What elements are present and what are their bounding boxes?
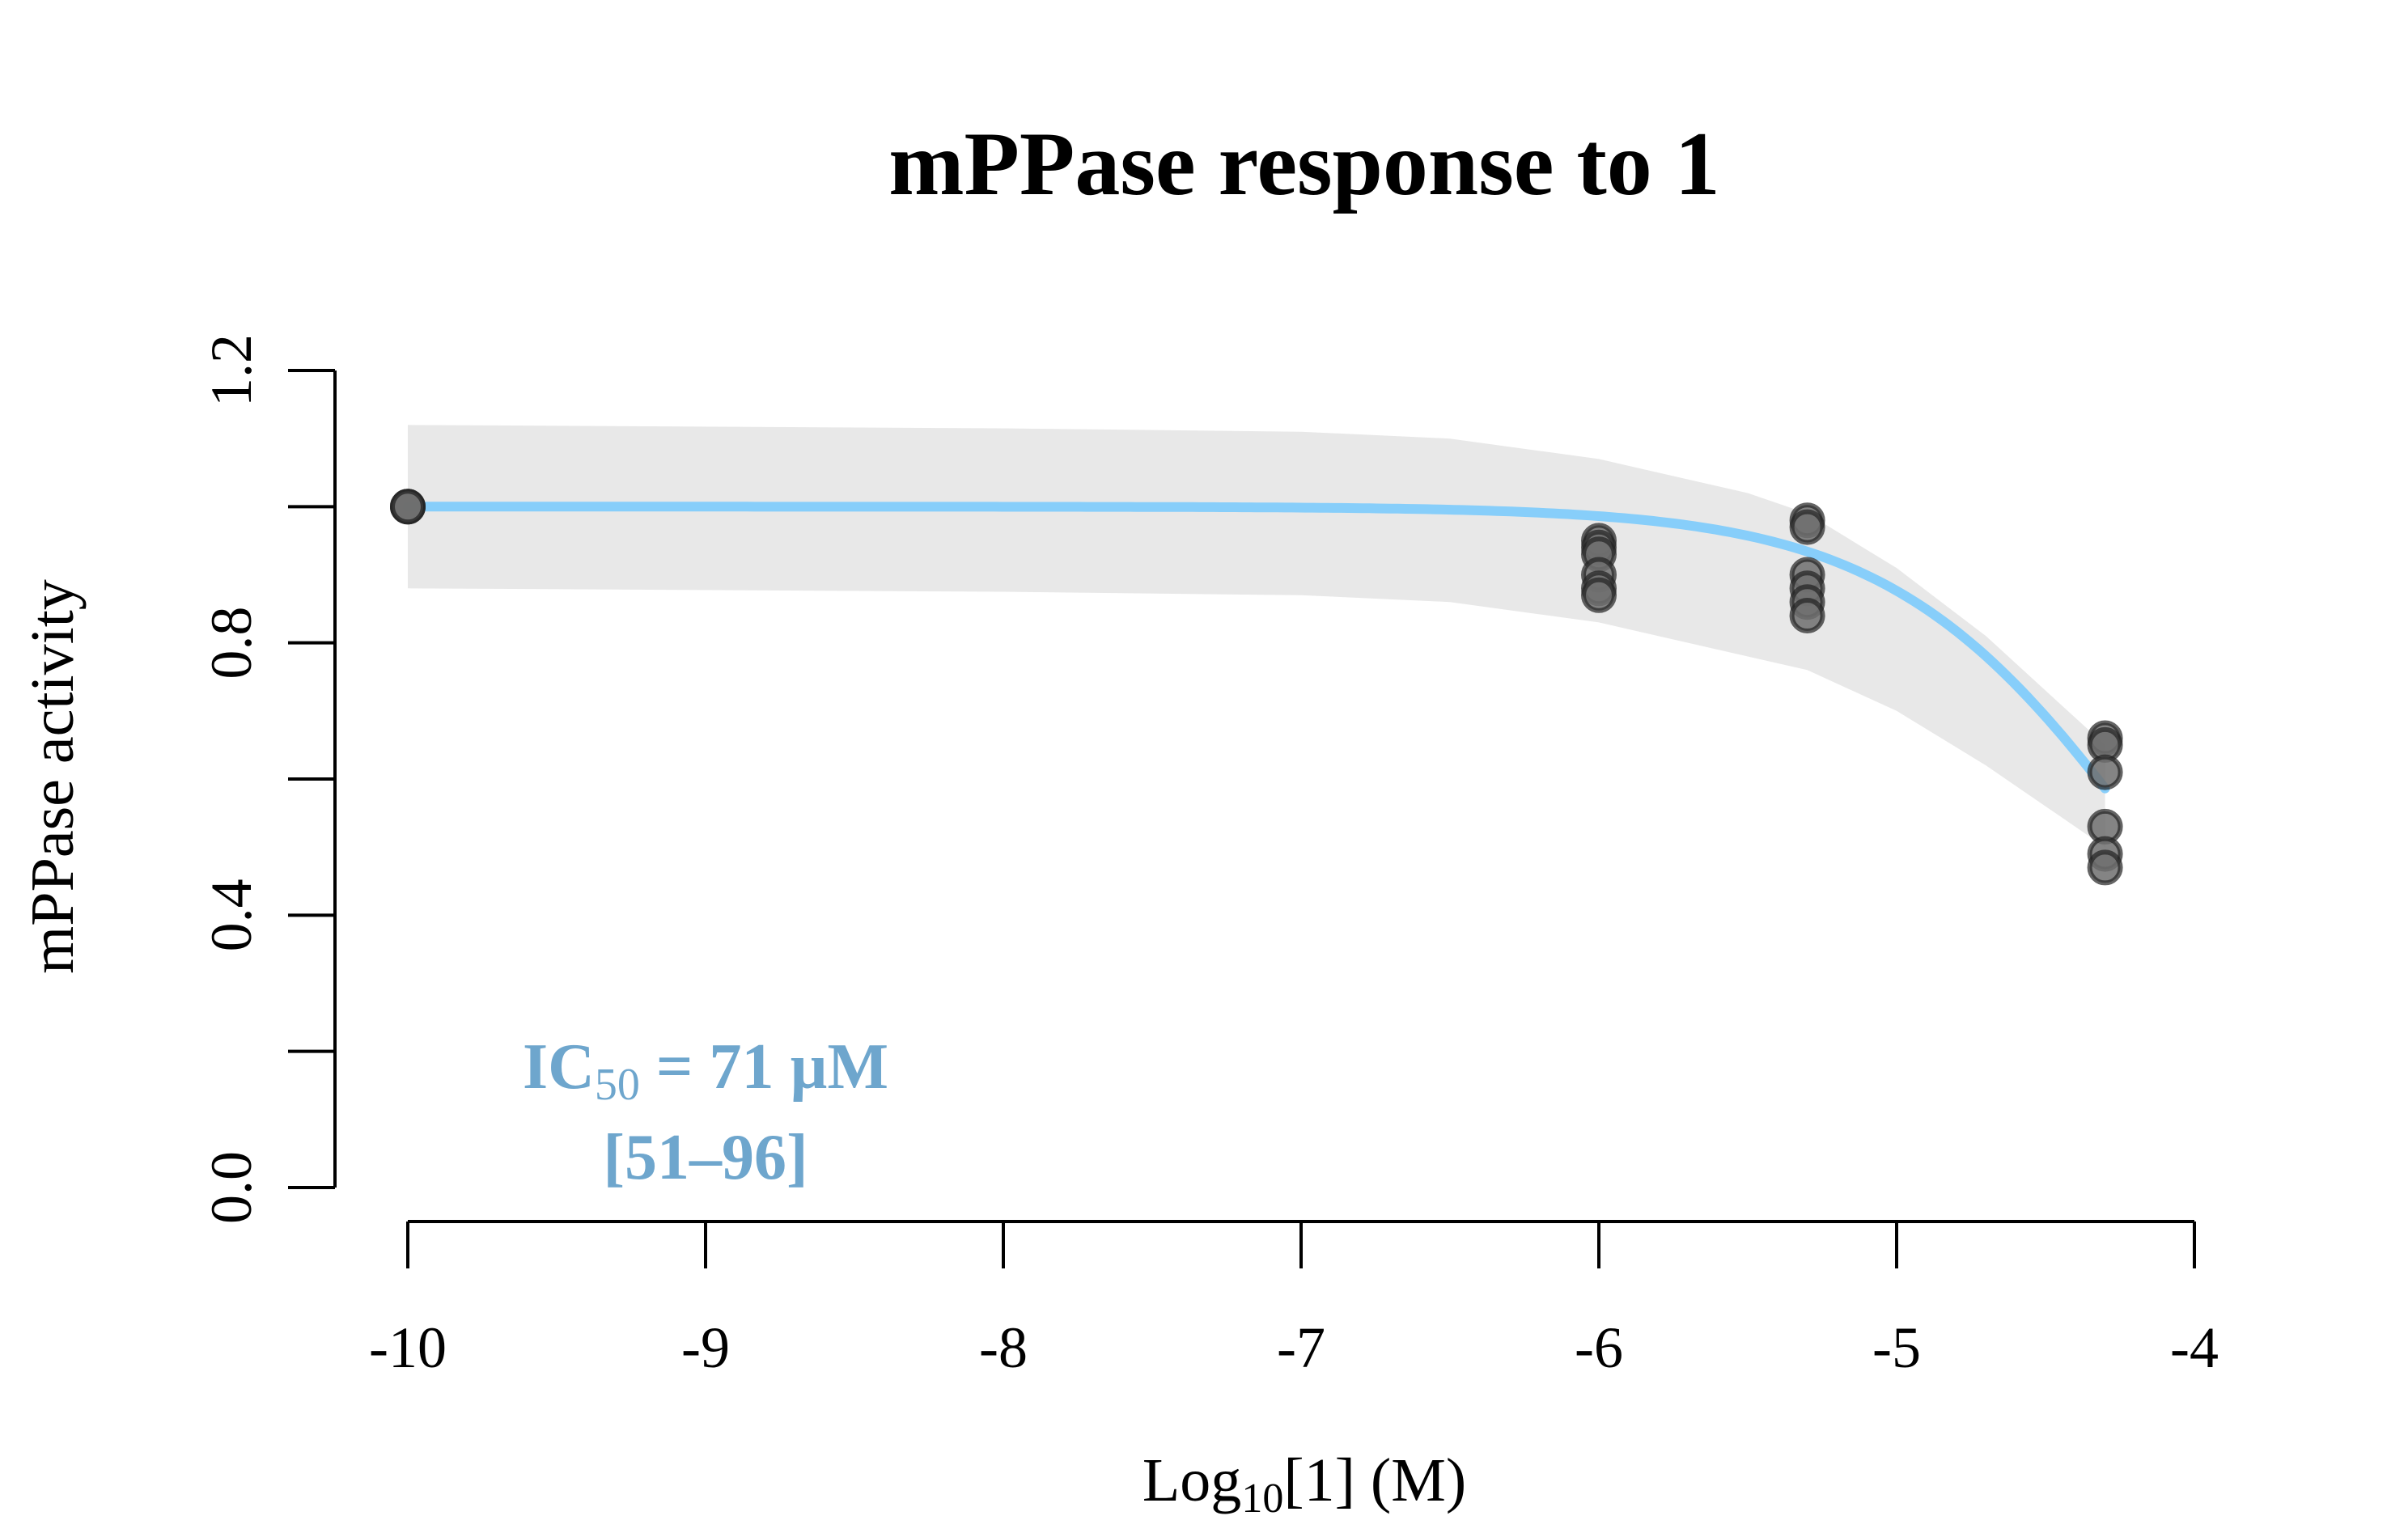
x-axis: -10 -9 -8 -7 -6 -5 -4 <box>369 1220 2219 1380</box>
x-axis-label-suffix: [1] (M) <box>1283 1446 1466 1514</box>
y-tick-label: 0.8 <box>199 607 264 680</box>
fit-curve-layer <box>403 502 2110 794</box>
y-tick-label: 1.2 <box>199 334 264 407</box>
x-tick-label: -5 <box>1872 1315 1921 1380</box>
x-axis-label-prefix: Log <box>1143 1446 1241 1514</box>
data-point <box>390 489 426 525</box>
y-axis: 0.0 0.4 0.8 1.2 <box>199 334 337 1224</box>
confidence-band <box>408 425 2105 848</box>
ic50-confidence-interval: [51–96] <box>603 1122 808 1193</box>
x-tick-label: -7 <box>1277 1315 1325 1380</box>
x-axis-label: Log10[1] (M) <box>1143 1446 1466 1522</box>
x-tick-label: -9 <box>681 1315 730 1380</box>
x-axis-label-subscript: 10 <box>1241 1476 1283 1522</box>
x-tick-label: -6 <box>1575 1315 1623 1380</box>
ic50-prefix: IC <box>523 1031 595 1103</box>
x-tick-label: -4 <box>2170 1315 2219 1380</box>
ic50-subscript: 50 <box>595 1060 640 1110</box>
ic50-annotation: IC50 = 71 µM [51–96] <box>523 1031 888 1193</box>
chart-title: mPPase response to 1 <box>888 114 1720 214</box>
data-point <box>1789 509 1825 545</box>
ic50-value-label: IC50 = 71 µM <box>523 1031 888 1110</box>
data-point <box>2087 754 2123 790</box>
y-tick-label: 0.4 <box>199 879 264 951</box>
ic50-suffix: = 71 µM <box>640 1031 888 1103</box>
x-tick-label: -10 <box>369 1315 447 1380</box>
data-points-layer <box>390 489 2123 886</box>
confidence-band-layer <box>408 425 2105 848</box>
x-tick-label: -8 <box>979 1315 1028 1380</box>
y-tick-label: 0.0 <box>199 1151 264 1224</box>
data-point <box>1581 577 1617 613</box>
y-axis-label: mPPase activity <box>19 579 87 974</box>
data-point <box>1789 598 1825 633</box>
data-point <box>2087 849 2123 886</box>
fit-curve <box>403 502 2110 794</box>
